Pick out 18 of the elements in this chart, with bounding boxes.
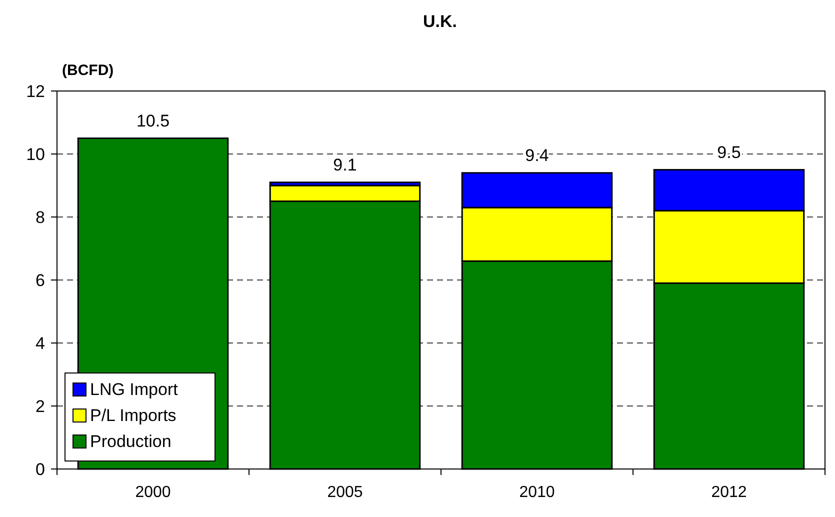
legend-label: LNG Import bbox=[90, 380, 178, 399]
y-tick-label: 2 bbox=[36, 397, 45, 416]
legend-label: Production bbox=[90, 432, 172, 451]
y-tick-label: 6 bbox=[36, 271, 45, 290]
x-tick-label: 2010 bbox=[519, 484, 555, 501]
y-tick-label: 12 bbox=[26, 82, 45, 101]
y-tick-label: 8 bbox=[36, 208, 45, 227]
y-tick-label: 0 bbox=[36, 460, 45, 479]
total-label: 10.5 bbox=[136, 111, 170, 130]
y-tick-label: 10 bbox=[26, 145, 45, 164]
y-tick-label: 4 bbox=[36, 334, 45, 353]
y-axis-title: (BCFD) bbox=[62, 62, 114, 79]
legend-label: P/L Imports bbox=[90, 406, 176, 425]
x-tick-label: 2012 bbox=[711, 484, 747, 501]
x-tick-label: 2000 bbox=[135, 484, 171, 501]
chart-title: U.K. bbox=[423, 12, 457, 31]
total-label: 9.1 bbox=[333, 155, 357, 174]
x-tick-label: 2005 bbox=[327, 484, 363, 501]
